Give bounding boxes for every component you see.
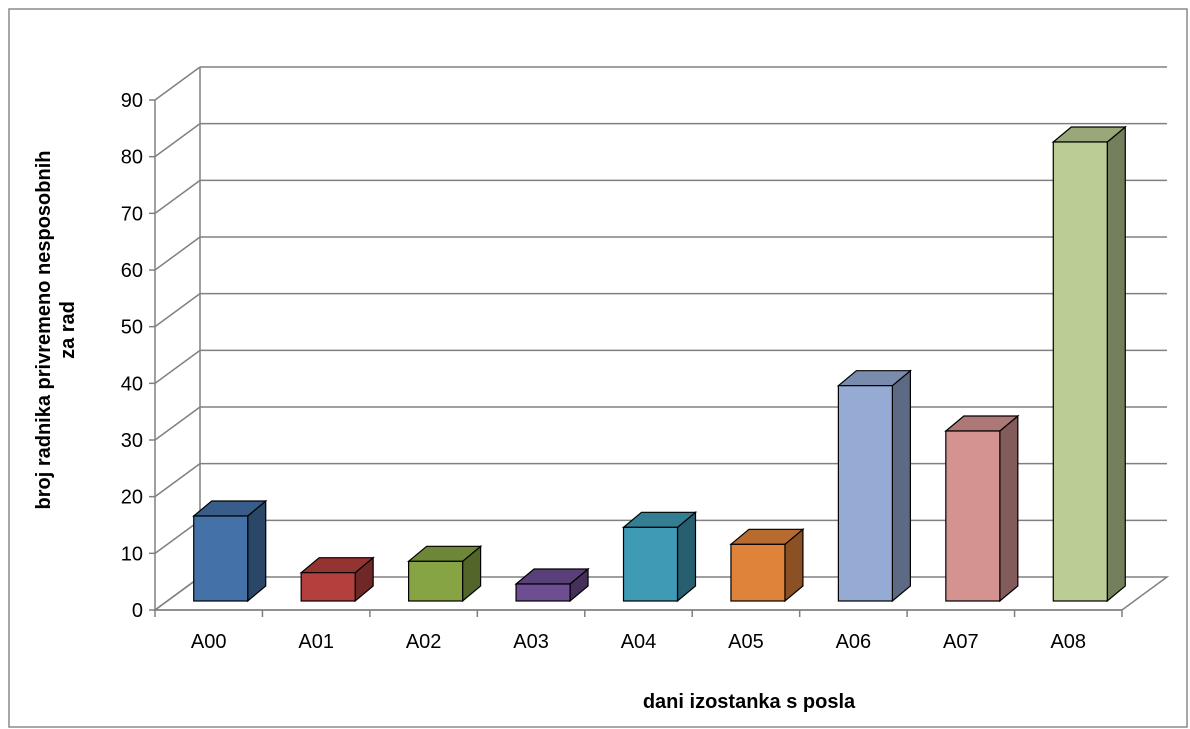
gridline-connector — [154, 293, 201, 328]
gridline-connector — [154, 179, 201, 214]
bar-A04 — [621, 511, 698, 603]
bar-front — [730, 543, 786, 602]
bar-A07 — [944, 414, 1020, 603]
x-axis-ticks: A00 A01 A02 A03 A04 A05 A06 A07 A08 — [154, 610, 1123, 653]
y-tick-label: 90 — [121, 90, 143, 112]
x-tick-label: A00 — [191, 631, 227, 653]
bar-side — [891, 369, 911, 603]
bar-front — [945, 430, 1001, 602]
y-tick-label: 60 — [121, 260, 143, 282]
x-tick-label: A08 — [1050, 631, 1086, 653]
x-tick-label: A07 — [943, 631, 979, 653]
bar-front — [837, 385, 893, 602]
y-axis-title-line-2: za rad — [57, 301, 79, 359]
bar-A03 — [514, 567, 590, 603]
bar-A02 — [406, 545, 483, 603]
gridlines — [154, 66, 1167, 611]
bar-front — [622, 526, 679, 602]
gridline-connector — [154, 349, 201, 384]
y-axis-title: broj radnika privremeno nesposobnih za r… — [33, 151, 79, 510]
y-tick-label: 40 — [121, 373, 143, 395]
chart-frame — [8, 8, 1188, 728]
bar-side — [999, 414, 1019, 603]
x-tick-label: A01 — [298, 631, 334, 653]
bar-A08 — [1051, 125, 1127, 603]
bar-side — [247, 499, 267, 603]
bar-A00 — [192, 499, 268, 603]
y-axis-ticks: 0 10 20 30 40 50 60 70 80 90 — [121, 90, 155, 622]
x-tick-label: A02 — [406, 631, 442, 653]
y-tick-label: 10 — [121, 543, 143, 565]
gridline-connector — [154, 463, 201, 498]
y-tick-label: 50 — [121, 317, 143, 339]
bars — [192, 125, 1127, 603]
x-tick-label: A06 — [836, 631, 872, 653]
x-tick-label: A04 — [621, 631, 657, 653]
gridline-connector — [154, 406, 201, 441]
bar-front — [515, 583, 571, 602]
x-tick-label: A03 — [513, 631, 549, 653]
gridline-connector — [154, 236, 201, 271]
bar-A05 — [729, 528, 805, 603]
x-axis-title: dani izostanka s posla — [643, 691, 856, 713]
x-tick-label: A05 — [728, 631, 764, 653]
bar-front — [1052, 141, 1108, 602]
y-tick-label: 0 — [132, 600, 143, 622]
bar-front — [408, 560, 464, 602]
bar-A01 — [299, 556, 375, 603]
gridline-connector — [154, 519, 201, 554]
y-tick-label: 20 — [121, 487, 143, 509]
y-tick-label: 80 — [121, 147, 143, 169]
bar-front — [193, 515, 249, 602]
bar-side — [1106, 125, 1126, 603]
gridline-connector — [154, 66, 201, 101]
bar-A06 — [836, 369, 913, 603]
y-axis-title-line-1: broj radnika privremeno nesposobnih — [33, 151, 55, 510]
bar-front — [300, 572, 356, 602]
gridline-connector — [154, 123, 201, 158]
y-tick-label: 70 — [121, 203, 143, 225]
y-tick-label: 30 — [121, 430, 143, 452]
